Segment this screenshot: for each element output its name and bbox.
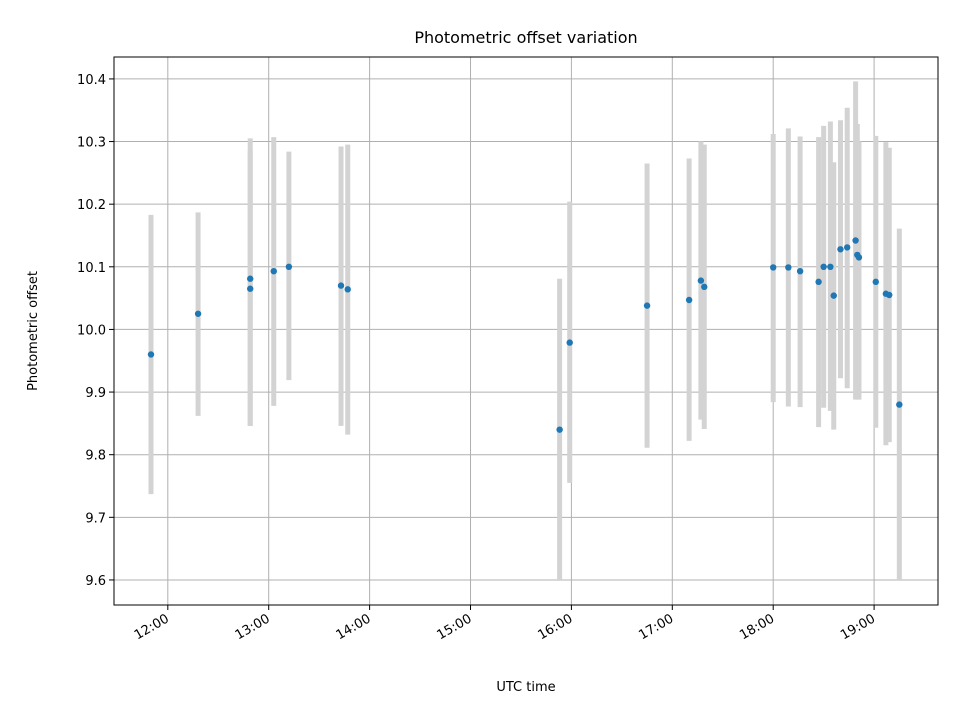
data-point <box>556 426 563 433</box>
data-point <box>886 291 893 299</box>
x-tick-label: 15:00 <box>435 611 475 643</box>
data-point <box>643 302 651 309</box>
data-point <box>830 292 837 299</box>
data-point <box>837 246 844 253</box>
x-tick-label: 13:00 <box>233 611 273 643</box>
data-point <box>701 283 708 291</box>
plot-frame <box>113 56 939 606</box>
y-tick-label: 9.9 <box>85 386 106 401</box>
data-point <box>843 244 851 251</box>
chart-title: Photometric offset variation <box>414 28 637 47</box>
x-tick-label: 16:00 <box>535 611 575 643</box>
data-point <box>785 264 792 271</box>
data-point <box>270 267 277 275</box>
data-point <box>852 237 859 244</box>
data-point <box>855 254 863 261</box>
x-tick-label: 14:00 <box>334 611 374 643</box>
data-point <box>896 401 903 408</box>
data-point <box>247 285 254 292</box>
data-point <box>194 310 202 317</box>
data-point <box>685 296 693 304</box>
data-point <box>827 263 834 271</box>
y-tick-label: 10.2 <box>77 198 106 213</box>
x-tick-label: 12:00 <box>132 611 172 643</box>
error-bars <box>148 81 902 580</box>
x-tick-label: 17:00 <box>636 611 676 643</box>
data-point <box>344 286 351 293</box>
x-axis-label: UTC time <box>496 680 555 695</box>
grid <box>114 57 938 605</box>
y-axis-label: Photometric offset <box>26 271 41 391</box>
x-tick-label: 18:00 <box>737 611 777 643</box>
y-tick-label: 10.3 <box>77 136 106 151</box>
y-tick-label: 9.8 <box>85 449 106 464</box>
y-tick-label: 9.6 <box>85 574 106 589</box>
y-tick-label: 10.1 <box>77 261 106 276</box>
data-points <box>147 237 903 433</box>
y-tick-label: 10.0 <box>77 323 106 338</box>
y-tick-label: 10.4 <box>77 73 106 88</box>
data-point <box>337 282 345 289</box>
data-point <box>815 278 822 286</box>
x-tick-label: 19:00 <box>838 611 878 643</box>
data-point <box>147 351 155 358</box>
y-tick-label: 9.7 <box>85 511 106 526</box>
data-point <box>285 263 293 271</box>
data-point <box>796 267 804 275</box>
data-point <box>697 277 705 284</box>
data-point <box>770 264 777 271</box>
data-point <box>872 278 879 286</box>
data-point <box>247 275 254 282</box>
data-point <box>820 263 827 271</box>
data-point <box>566 339 573 346</box>
